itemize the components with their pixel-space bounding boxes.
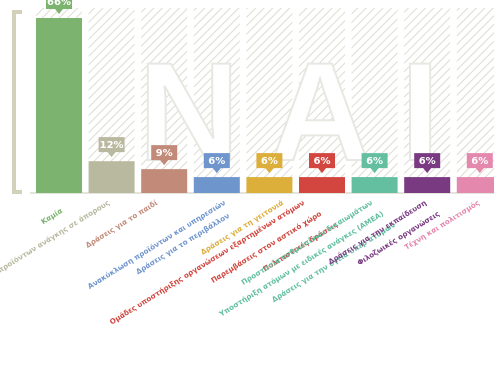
value-label: 66% — [47, 0, 71, 8]
value-label: 6% — [419, 156, 436, 167]
value-callout — [256, 153, 283, 174]
background-word: ΝΑΙ — [138, 33, 469, 190]
value-label: 9% — [156, 148, 173, 159]
value-callout — [46, 0, 72, 14]
value-label: 6% — [314, 156, 331, 167]
bar — [404, 177, 451, 193]
value-callout — [361, 153, 388, 174]
axis-bracket — [12, 10, 22, 194]
value-callout — [203, 153, 230, 174]
bar — [246, 177, 293, 193]
value-label: 12% — [100, 140, 124, 151]
value-label: 6% — [471, 156, 488, 167]
bar — [456, 177, 494, 193]
value-callout — [414, 153, 441, 174]
category-label: Καμία — [39, 206, 64, 226]
value-callout — [98, 137, 125, 158]
bar — [36, 18, 82, 193]
value-label: 6% — [208, 156, 225, 167]
value-label: 6% — [261, 156, 278, 167]
value-callout — [151, 145, 178, 166]
bar — [141, 169, 188, 193]
bar — [351, 177, 398, 193]
bar — [299, 177, 345, 193]
value-callout — [309, 153, 335, 174]
bar — [193, 177, 240, 193]
value-label: 6% — [366, 156, 383, 167]
value-callout — [466, 153, 493, 174]
bar — [88, 161, 135, 193]
